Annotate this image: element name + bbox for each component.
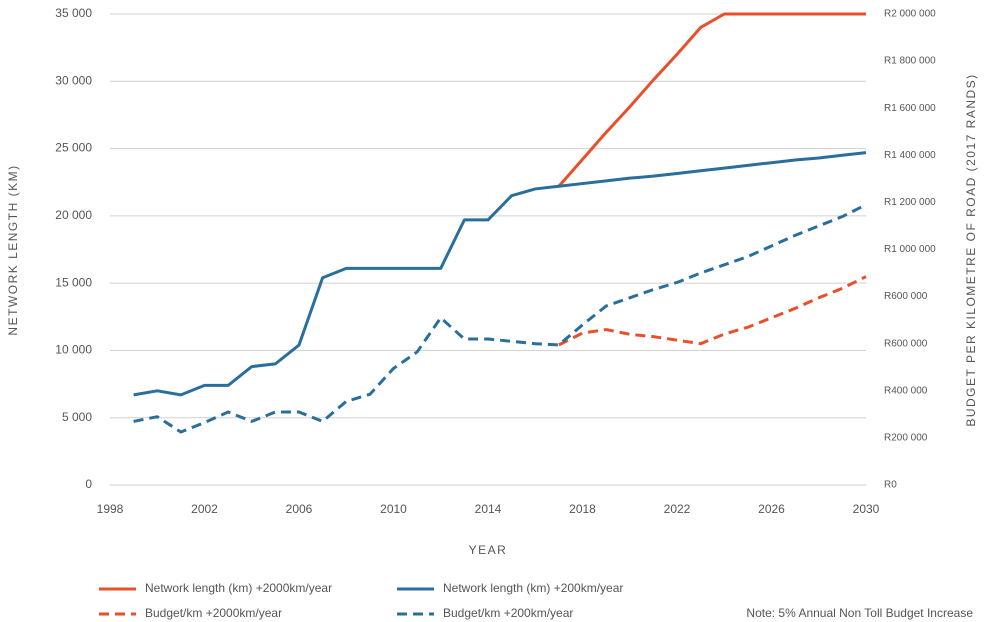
note: Note: 5% Annual Non Toll Budget Increase (746, 606, 973, 620)
y2-tick-label: R1 000 000 (884, 244, 936, 255)
y2-tick-label: R0 (884, 480, 897, 491)
y-tick-label: 10 000 (55, 343, 92, 357)
x-tick-label: 2026 (758, 502, 785, 516)
x-tick-label: 2018 (569, 502, 596, 516)
y2-tick-label: R1 200 000 (884, 197, 936, 208)
y-axis-title: NETWORK LENGTH (KM) (6, 164, 20, 335)
y-tick-label: 0 (85, 477, 92, 491)
legend-label: Network length (km) +2000km/year (145, 581, 332, 595)
x-tick-label: 2030 (853, 502, 880, 516)
y2-tick-label: R1 600 000 (884, 103, 936, 114)
x-tick-label: 2010 (380, 502, 407, 516)
x-axis-title: YEAR (469, 543, 508, 557)
y2-tick-label: R1 400 000 (884, 150, 936, 161)
y2-tick-label: R2 000 000 (884, 9, 936, 20)
x-tick-label: 2022 (664, 502, 691, 516)
y2-tick-label: R200 000 (884, 433, 928, 444)
legend-label: Network length (km) +200km/year (443, 581, 623, 595)
y-tick-label: 30 000 (55, 73, 92, 87)
y2-tick-label: R1 800 000 (884, 56, 936, 67)
y-tick-label: 20 000 (55, 208, 92, 222)
legend-label: Budget/km +2000km/year (145, 606, 282, 620)
x-tick-label: 2014 (475, 502, 502, 516)
x-tick-label: 2006 (286, 502, 313, 516)
y-tick-label: 15 000 (55, 275, 92, 289)
y2-axis-title: BUDGET PER KILOMETRE OF ROAD (2017 RANDS… (964, 73, 978, 426)
series-line (133, 203, 867, 434)
series-line (133, 151, 867, 397)
x-tick-label: 2002 (191, 502, 218, 516)
series-line (557, 12, 866, 188)
x-tick-label: 1998 (97, 502, 124, 516)
series-line (558, 275, 867, 347)
y2-tick-label: R600 000 (884, 291, 928, 302)
y-tick-label: 25 000 (55, 141, 92, 155)
y-tick-label: 5 000 (62, 410, 92, 424)
y2-tick-label: R600 000 (884, 338, 928, 349)
legend-label: Budget/km +200km/year (443, 606, 573, 620)
y-tick-label: 35 000 (55, 6, 92, 20)
y2-tick-label: R400 000 (884, 385, 928, 396)
